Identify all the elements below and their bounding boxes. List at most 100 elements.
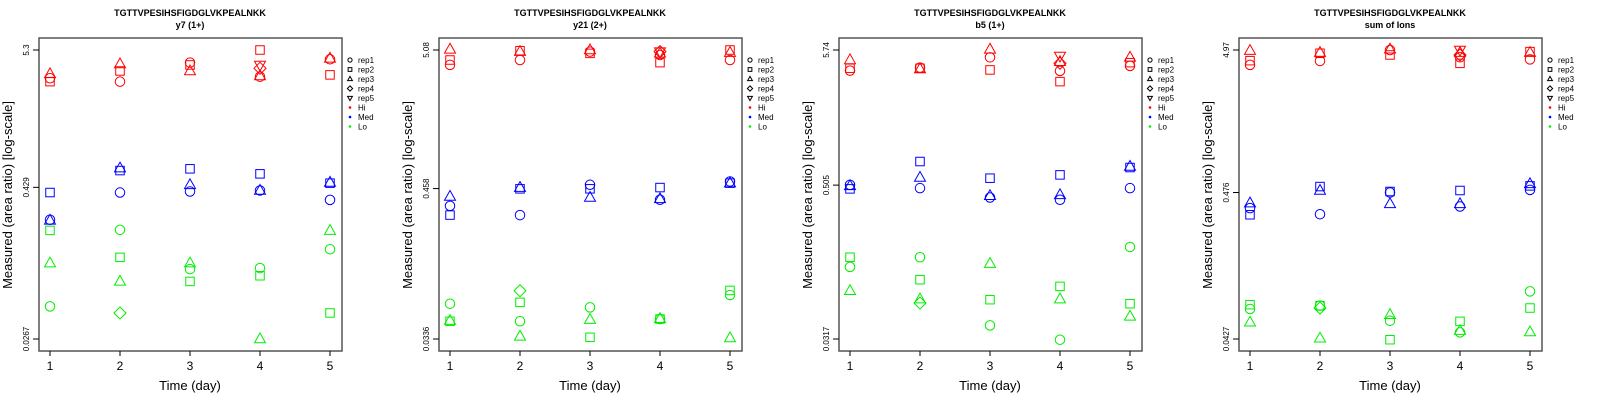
data-point-hi-rep2 — [1125, 57, 1135, 68]
data-point-hi-rep1 — [1524, 54, 1536, 65]
data-point-med-rep3 — [583, 190, 597, 202]
data-point-med-rep1 — [184, 186, 196, 197]
x-axis-label: Time (day) — [959, 378, 1021, 393]
data-point-lo-rep1 — [1384, 315, 1396, 326]
x-tick-label: 5 — [1527, 359, 1534, 373]
x-tick-label: 2 — [117, 359, 124, 373]
data-point-hi-rep2 — [185, 60, 195, 70]
data-point-lo-rep1 — [844, 261, 856, 273]
data-point-lo-rep3 — [723, 330, 737, 343]
y-tick-label: 0.0267 — [22, 326, 31, 351]
data-point-med-rep3 — [253, 183, 267, 195]
chart-subtitle: y7 (1+) — [176, 20, 205, 30]
legend-label: rep5 — [758, 94, 775, 103]
data-point-lo-rep2 — [1125, 298, 1135, 309]
data-point-lo-rep3 — [983, 256, 997, 268]
data-point-med-rep1 — [324, 194, 336, 206]
data-point-med-rep1 — [114, 187, 126, 198]
data-point-med-rep2 — [845, 184, 855, 194]
data-point-hi-rep1 — [324, 54, 336, 65]
legend-hi-dot-icon — [1148, 106, 1152, 109]
chart-title: TGTTVPESIHSFIGDGLVKPEALNKK — [914, 8, 1066, 18]
data-point-med-rep3 — [1123, 159, 1137, 171]
legend-circle-icon — [1147, 57, 1153, 63]
data-point-hi-rep3 — [913, 61, 927, 74]
legend-label: rep2 — [758, 66, 775, 75]
data-point-lo-rep3 — [113, 274, 127, 286]
legend-label: rep4 — [758, 85, 775, 94]
data-point-lo-rep3 — [1523, 325, 1537, 337]
data-point-lo-rep2 — [845, 252, 855, 262]
data-point-lo-rep3 — [913, 292, 927, 304]
x-tick-label: 4 — [1457, 359, 1464, 373]
data-point-med-rep3 — [183, 177, 197, 190]
data-point-med-rep3 — [653, 191, 667, 204]
y-tick-label: 0.476 — [1222, 182, 1231, 203]
data-point-hi-rep3 — [323, 51, 337, 63]
data-point-hi-rep3 — [983, 42, 997, 54]
x-tick-label: 3 — [1387, 359, 1394, 373]
chart-title: TGTTVPESIHSFIGDGLVKPEALNKK — [514, 8, 666, 18]
legend-square-icon — [1147, 67, 1153, 72]
data-point-lo-rep4 — [1313, 301, 1327, 315]
x-tick-label: 5 — [327, 359, 334, 373]
data-point-lo-rep3 — [323, 223, 337, 235]
legend-label: Lo — [358, 123, 367, 132]
data-point-hi-rep1 — [444, 59, 456, 71]
x-tick-label: 2 — [517, 359, 524, 373]
data-point-lo-rep1 — [514, 316, 526, 327]
data-point-med-rep1 — [254, 185, 266, 196]
data-point-med-rep3 — [913, 170, 927, 182]
x-tick-label: 1 — [1247, 359, 1254, 373]
x-tick-label: 3 — [187, 359, 194, 373]
y-tick-label: 0.458 — [422, 178, 431, 199]
data-point-lo-rep1 — [44, 301, 56, 312]
legend-label: Hi — [358, 104, 366, 113]
data-point-lo-rep4 — [913, 296, 927, 310]
data-point-med-rep3 — [513, 180, 527, 192]
legend-inverted-triangle-icon — [346, 95, 354, 102]
legend-label: Lo — [1558, 123, 1567, 132]
y-axis-label: Measured (area ratio) [log-scale] — [0, 101, 15, 289]
legend-label: Lo — [1158, 123, 1167, 132]
legend-hi-dot-icon — [1548, 106, 1552, 109]
data-point-hi-rep5 — [1053, 51, 1067, 64]
data-point-lo-rep3 — [1453, 323, 1467, 335]
legend-label: rep4 — [1158, 85, 1175, 94]
data-point-hi-rep1 — [584, 46, 596, 57]
data-point-hi-rep2 — [1245, 55, 1255, 66]
data-point-med-rep1 — [514, 209, 526, 221]
data-point-med-rep3 — [113, 161, 127, 173]
data-point-hi-rep3 — [183, 63, 197, 76]
data-point-med-rep2 — [1315, 181, 1325, 192]
data-point-lo-rep3 — [443, 313, 457, 325]
data-point-lo-rep2 — [515, 297, 525, 308]
chart-title: TGTTVPESIHSFIGDGLVKPEALNKK — [1314, 8, 1466, 18]
legend-label: rep1 — [1558, 56, 1575, 65]
legend-diamond-icon — [346, 85, 354, 92]
data-point-lo-rep3 — [513, 329, 527, 341]
data-point-hi-rep2 — [985, 65, 995, 75]
data-point-med-rep2 — [185, 164, 195, 174]
data-point-hi-rep3 — [843, 52, 857, 65]
x-tick-label: 3 — [587, 359, 594, 373]
legend-label: rep4 — [1558, 85, 1575, 94]
data-point-lo-rep3 — [253, 331, 267, 344]
chart-panel: TGTTVPESIHSFIGDGLVKPEALNKK y21 (2+) 0.0336… — [400, 8, 775, 393]
data-point-hi-rep5 — [653, 47, 667, 59]
data-point-hi-rep3 — [1243, 43, 1257, 55]
data-point-lo-rep3 — [1123, 309, 1137, 321]
x-axis-label: Time (day) — [159, 378, 221, 393]
data-point-lo-rep2 — [725, 285, 735, 296]
data-point-med-rep1 — [914, 182, 926, 194]
data-point-hi-rep4 — [1453, 48, 1467, 62]
legend-triangle-icon — [1146, 75, 1154, 82]
legend-label: Hi — [758, 104, 766, 113]
legend-label: rep1 — [758, 56, 775, 65]
legend-label: Hi — [1558, 104, 1566, 113]
data-point-lo-rep3 — [843, 283, 857, 296]
legend-inverted-triangle-icon — [746, 95, 754, 102]
data-point-hi-rep1 — [1454, 52, 1466, 63]
data-point-lo-rep1 — [584, 302, 596, 313]
